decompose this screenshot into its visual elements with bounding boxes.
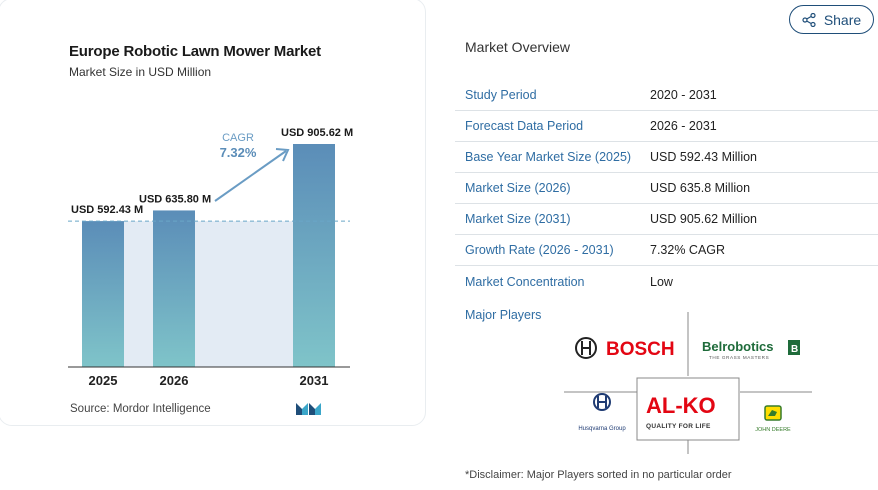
overview-label[interactable]: Base Year Market Size (2025) (465, 150, 632, 164)
husqvarna-logo-icon: Husqvarna Group (578, 393, 626, 432)
belrobotics-logo-icon: Belrobotics THE GRASS MASTERS B (702, 339, 800, 360)
value-label: USD 905.62 M (281, 127, 353, 139)
overview-row: Study Period 2020 - 2031 (455, 80, 878, 111)
cagr-arrow (214, 150, 287, 202)
bosch-logo-text: BOSCH (606, 339, 675, 360)
overview-row: Market Size (2031) USD 905.62 Million (455, 204, 878, 235)
cagr-value: 7.32% (220, 145, 257, 160)
value-label: USD 592.43 M (71, 204, 143, 216)
baseline-band (82, 221, 335, 367)
bar[interactable] (153, 210, 195, 367)
husqvarna-logo-text: Husqvarna Group (578, 426, 626, 432)
cagr-label: CAGR (222, 132, 254, 144)
overview-label[interactable]: Market Concentration (465, 274, 585, 289)
bar[interactable] (82, 221, 124, 367)
disclaimer: *Disclaimer: Major Players sorted in no … (465, 469, 732, 481)
major-players-logos: BOSCH Belrobotics THE GRASS MASTERS B AL… (564, 312, 812, 454)
belrobotics-tagline: THE GRASS MASTERS (709, 355, 769, 360)
cagr-arrow-head (275, 148, 290, 162)
overview-value: 7.32% CAGR (650, 243, 726, 257)
overview-table: Study Period 2020 - 2031 Forecast Data P… (455, 80, 878, 297)
alko-logo-icon: AL-KO QUALITY FOR LIFE (646, 393, 716, 430)
svg-text:B: B (791, 344, 798, 355)
overview-label[interactable]: Market Size (2026) (465, 181, 571, 195)
overview-row: Growth Rate (2026 - 2031) 7.32% CAGR (455, 235, 878, 266)
alko-frame (636, 377, 740, 441)
overview-value: 2026 - 2031 (650, 119, 717, 133)
alko-tagline: QUALITY FOR LIFE (646, 423, 711, 430)
johndeere-logo-icon: JOHN DEERE (755, 405, 791, 433)
bar[interactable] (293, 144, 335, 367)
alko-logo-text: AL-KO (646, 393, 716, 418)
overview-value: USD 635.8 Million (650, 181, 751, 195)
overview-row: Market Size (2026) USD 635.8 Million (455, 173, 878, 204)
category-label: 2025 (89, 373, 118, 388)
source-note: Source: Mordor Intelligence (70, 403, 211, 415)
overview-value: Low (650, 274, 673, 289)
mordor-logo-icon (296, 403, 321, 415)
overview-label[interactable]: Study Period (465, 88, 537, 102)
chart-subtitle: Market Size in USD Million (69, 65, 212, 79)
major-players-title: Major Players (465, 308, 542, 322)
overview-title: Market Overview (465, 39, 571, 55)
value-label: USD 635.80 M (139, 193, 211, 205)
share-icon (802, 12, 816, 27)
overview-row: Forecast Data Period 2026 - 2031 (455, 111, 878, 142)
overview-label[interactable]: Forecast Data Period (465, 119, 584, 133)
bosch-logo-icon: BOSCH (575, 337, 675, 360)
overview-label[interactable]: Market Size (2031) (465, 212, 571, 226)
category-label: 2026 (160, 373, 189, 388)
share-label: Share (823, 11, 862, 28)
overview-row: Base Year Market Size (2025) USD 592.43 … (455, 142, 878, 173)
overview-value: USD 905.62 Million (650, 212, 757, 226)
chart-title: Europe Robotic Lawn Mower Market (69, 43, 321, 60)
johndeere-logo-text: JOHN DEERE (755, 427, 791, 433)
overview-row: Market Concentration Low (455, 266, 878, 297)
overview-label[interactable]: Growth Rate (2026 - 2031) (465, 243, 614, 257)
category-label: 2031 (300, 373, 329, 388)
overview-value: USD 592.43 Million (650, 150, 757, 164)
share-button[interactable]: Share (789, 5, 874, 34)
overview-value: 2020 - 2031 (650, 88, 717, 102)
belrobotics-logo-text: Belrobotics (702, 339, 774, 354)
